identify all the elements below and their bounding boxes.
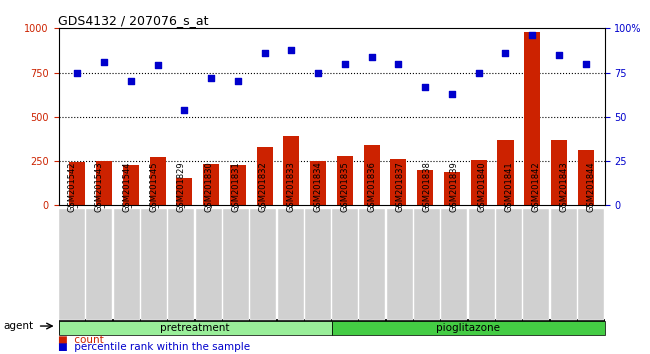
Text: GSM201542: GSM201542 [68,162,77,212]
Point [420,84,430,90]
Bar [363,145,380,205]
Bar [283,136,300,205]
Text: GSM201830: GSM201830 [204,162,213,212]
Text: pioglitazone: pioglitazone [436,323,500,333]
Bar [578,150,594,205]
Point [206,75,216,81]
Bar [471,160,487,205]
Bar [310,161,326,205]
Point [367,54,377,59]
Text: GSM201844: GSM201844 [586,162,595,212]
Text: GSM201834: GSM201834 [313,162,322,212]
Text: GSM201842: GSM201842 [532,162,541,212]
Point [125,79,136,84]
Bar [391,159,406,205]
Point [340,61,350,67]
Point [554,52,564,58]
Text: GSM201837: GSM201837 [395,161,404,212]
Text: GSM201831: GSM201831 [231,162,240,212]
Bar [176,178,192,205]
Text: GSM201543: GSM201543 [95,162,104,212]
Text: GSM201843: GSM201843 [559,162,568,212]
Text: GSM201545: GSM201545 [150,162,159,212]
Point [473,70,484,75]
Point [313,70,323,75]
Bar [203,164,219,205]
Point [99,59,109,65]
Bar [150,156,166,205]
Bar [337,156,353,205]
Text: GSM201544: GSM201544 [122,162,131,212]
Bar [230,166,246,205]
Bar [417,170,433,205]
Point [179,107,190,113]
Text: ■  count: ■ count [58,335,104,345]
Bar [123,165,139,205]
Text: GSM201835: GSM201835 [341,162,350,212]
Text: GDS4132 / 207076_s_at: GDS4132 / 207076_s_at [58,14,209,27]
Point [259,50,270,56]
Text: GSM201841: GSM201841 [504,162,514,212]
Bar [524,32,540,205]
Point [580,61,591,67]
Text: agent: agent [3,321,33,331]
Point [72,70,83,75]
Text: GSM201838: GSM201838 [422,161,432,212]
Text: GSM201836: GSM201836 [368,161,377,212]
Point [152,63,162,68]
Bar [551,140,567,205]
Bar [444,172,460,205]
Text: GSM201833: GSM201833 [286,161,295,212]
Text: GSM201829: GSM201829 [177,162,186,212]
Bar [257,147,272,205]
Text: pretreatment: pretreatment [161,323,229,333]
Bar [497,140,514,205]
Point [527,33,538,38]
Text: ■  percentile rank within the sample: ■ percentile rank within the sample [58,342,251,352]
Point [393,61,404,67]
Bar [69,162,85,205]
Text: GSM201832: GSM201832 [259,162,268,212]
Point [500,50,511,56]
Bar [96,161,112,205]
Point [447,91,457,97]
Point [233,79,243,84]
Text: GSM201840: GSM201840 [477,162,486,212]
Text: GSM201839: GSM201839 [450,162,459,212]
Point [286,47,296,52]
